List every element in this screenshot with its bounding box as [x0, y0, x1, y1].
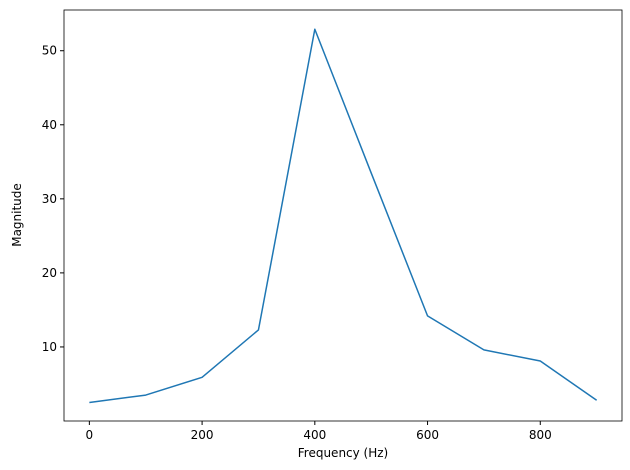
y-tick-label: 30 [42, 192, 57, 206]
y-axis-label: Magnitude [10, 183, 24, 247]
x-tick-label: 400 [303, 428, 326, 442]
x-tick-label: 200 [191, 428, 214, 442]
y-tick-label: 20 [42, 266, 57, 280]
y-tick-label: 50 [42, 44, 57, 58]
y-tick-label: 40 [42, 118, 57, 132]
x-axis-label: Frequency (Hz) [298, 446, 389, 460]
x-tick-label: 800 [529, 428, 552, 442]
data-line [89, 28, 598, 404]
plot-frame [63, 9, 623, 422]
x-tick-label: 600 [416, 428, 439, 442]
x-tick-label: 0 [86, 428, 94, 442]
y-tick-label: 10 [42, 340, 57, 354]
